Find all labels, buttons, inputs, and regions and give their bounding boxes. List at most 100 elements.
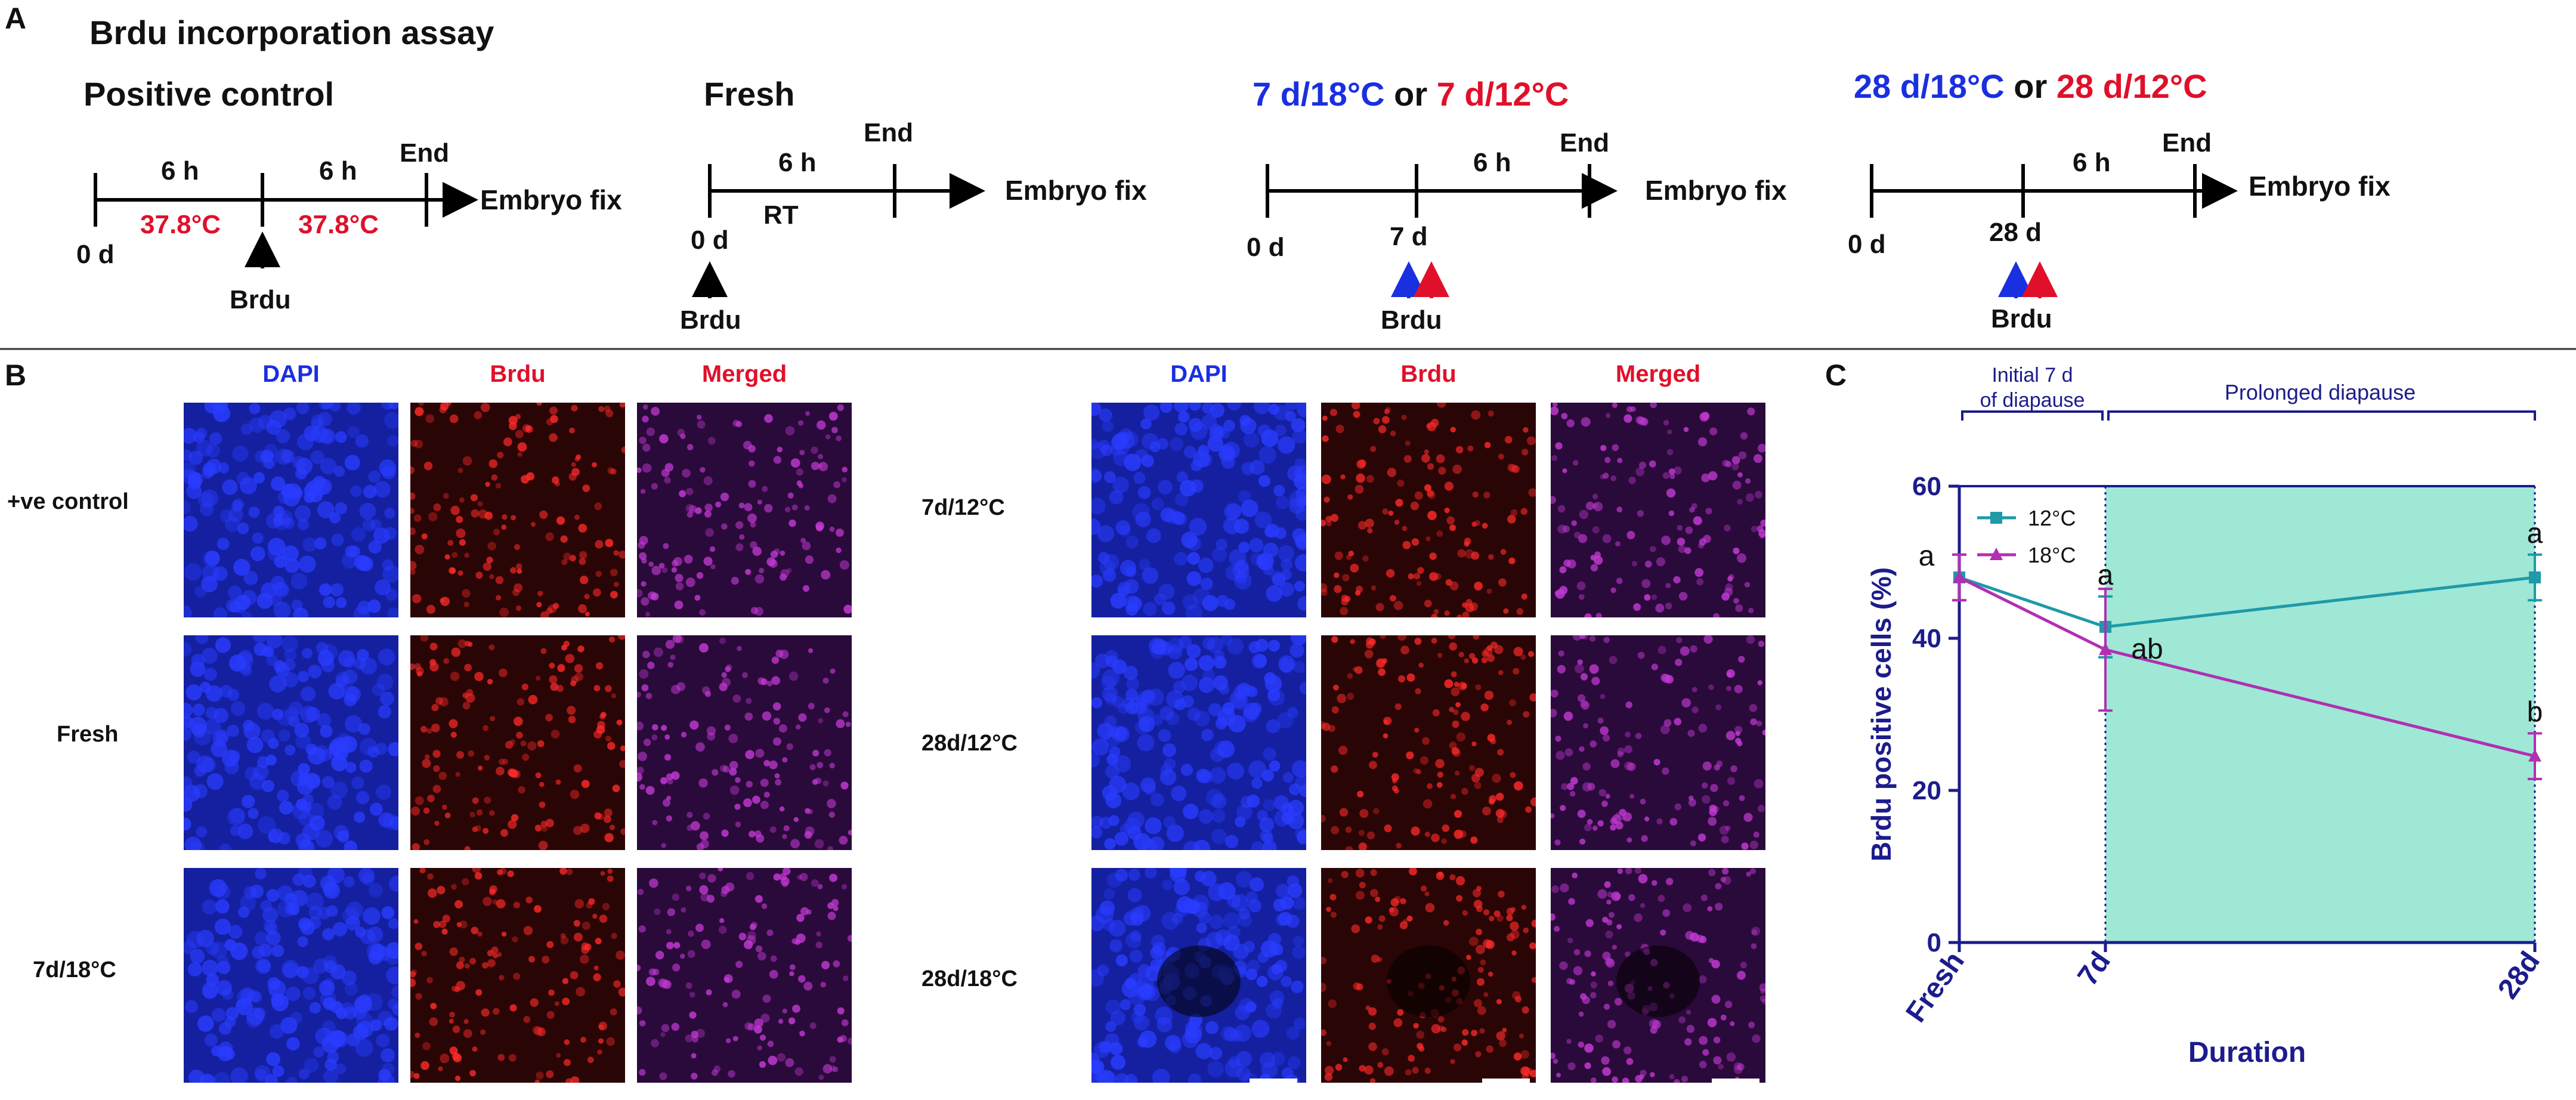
y-tick-label: 60 [1912,472,1941,501]
end-label: End [864,118,914,147]
group-title: 28 d/18°C or 28 d/12°C [1854,67,2207,106]
end-label: End [400,138,450,168]
micrograph-dapi [1091,403,1306,617]
header-dapi: DAPI [1170,361,1227,387]
y-axis-label: Brdu positive cells (%) [1866,567,1897,861]
legend-label: 18°C [2028,543,2076,567]
temp-label: 37.8°C [298,210,379,239]
brdu-label: Brdu [680,305,741,335]
timeline-positive-control [94,173,478,268]
micrograph-dapi [184,403,398,617]
timeline-diagrams [0,164,2576,350]
micrograph-merged [1551,403,1765,617]
group-title: Positive control [84,75,335,113]
row-label: 7d/12°C [921,495,1005,520]
interval-label: 6 h [778,148,817,177]
embryo-fix-label: Embryo fix [2249,171,2391,202]
mid-label: 7 d [1390,222,1428,251]
group-title: 7 d/18°C or 7 d/12°C [1253,75,1569,113]
row-label: 28d/18°C [921,966,1018,991]
micrograph-brdu [1321,635,1536,850]
legend-marker [1990,548,2003,560]
region-label-initial: of diapause [1980,389,2085,412]
title-12c: 28 d/12°C [2056,67,2207,105]
micrograph-dapi [184,868,398,1083]
micrograph-brdu [410,635,625,850]
micrograph-brdu [410,868,625,1083]
x-tick-label: 28d [2492,946,2546,1005]
x-tick-label: 7d [2071,946,2117,991]
data-point [2099,642,2112,656]
interval-label: 6 h [161,156,199,186]
panel-a-letter: A [5,2,27,35]
timeline-fresh [692,164,985,298]
micrograph-dapi [1091,635,1306,850]
panel-c-letter: C [1825,359,1847,392]
group-title: Fresh [704,75,795,113]
timeline-7d [1266,164,1618,298]
region-label-prolonged: Prolonged diapause [2225,380,2416,404]
data-point [1953,570,1966,583]
end-label: End [1560,128,1610,157]
region-label-initial: Initial 7 d [1991,364,2073,387]
micrograph-brdu [1321,868,1536,1083]
title-or: or [1384,75,1437,113]
micrograph-merged [637,635,852,850]
significance-label: b [2527,696,2543,728]
start-label: 0 d [1848,230,1886,259]
start-label: 0 d [1247,233,1285,262]
micrograph-dapi [184,635,398,850]
row-label: 28d/12°C [921,731,1018,756]
y-tick-label: 20 [1912,776,1941,805]
micrograph-merged [637,403,852,617]
interval-label: 6 h [1473,148,1511,177]
row-label: Fresh [57,722,119,747]
x-tick-label: Fresh [1900,946,1971,1028]
embryo-fix-label: Embryo fix [480,184,622,215]
x-axis-label: Duration [2188,1037,2306,1068]
significance-label: a [2098,560,2114,591]
header-dapi: DAPI [262,361,320,387]
title-or: or [2004,67,2057,105]
scale-bar [1250,1079,1297,1084]
y-tick-label: 40 [1912,624,1941,653]
start-label: 0 d [691,225,729,255]
embryo-fix-label: Embryo fix [1005,175,1147,206]
row-label: 7d/18°C [33,957,116,982]
micrograph-dapi [1091,868,1306,1083]
row-label: +ve control [7,489,129,514]
panel-b-letter: B [5,359,27,392]
header-merged: Merged [1615,361,1701,387]
scale-bar [1712,1079,1759,1084]
title-18c: 28 d/18°C [1854,67,2005,105]
brdu-line-chart: 0 20 40 60 Fresh 7d 28d Duration Brdu positive c… [1866,364,2546,1068]
significance-label: a [1919,540,1935,572]
mid-label: 28 d [1989,218,2042,247]
legend-marker [1990,512,2002,524]
prolonged-region-shade [2105,486,2535,943]
brdu-label: Brdu [1381,305,1442,335]
legend-label: 12°C [2028,506,2076,530]
micrograph-brdu [1321,403,1536,617]
interval-label: 6 h [319,156,357,186]
data-point [2529,571,2541,583]
micrograph-merged [1551,635,1765,850]
header-brdu: Brdu [490,361,546,387]
interval-label: 6 h [2073,148,2111,177]
micrograph-merged [637,868,852,1083]
y-tick-label: 0 [1927,928,1941,957]
bracket-initial [1961,410,2104,421]
bracket-prolonged [2107,410,2536,421]
rt-label: RT [763,200,799,230]
significance-label: a [2527,518,2543,549]
data-point [2528,749,2541,762]
start-label: 0 d [76,240,115,269]
significance-label: ab [2131,634,2163,665]
scale-bar [1482,1079,1530,1084]
panel-a-title: Brdu incorporation assay [89,14,494,51]
end-label: End [2162,128,2212,157]
brdu-label: Brdu [230,285,291,314]
header-brdu: Brdu [1400,361,1456,387]
header-merged: Merged [701,361,787,387]
title-18c: 7 d/18°C [1253,75,1385,113]
